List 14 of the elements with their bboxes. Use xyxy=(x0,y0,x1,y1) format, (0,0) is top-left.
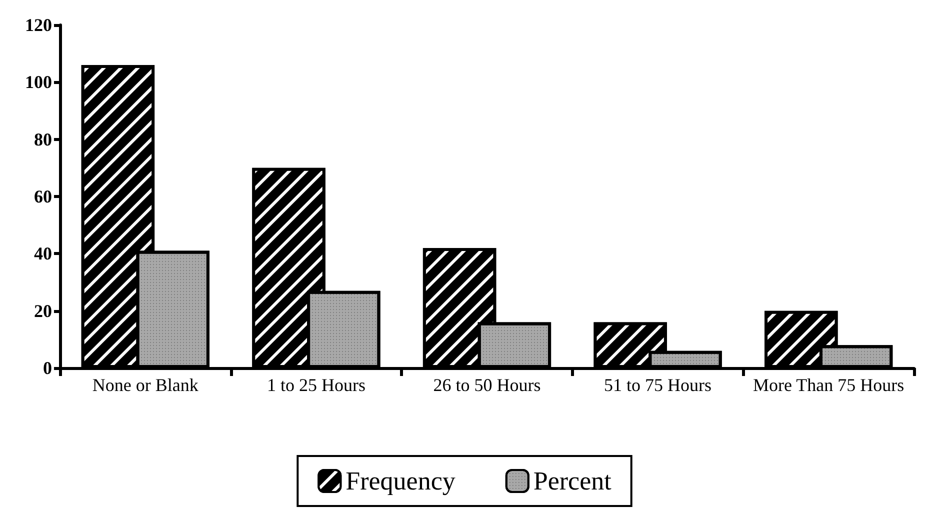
y-tick-label: 20 xyxy=(34,300,52,321)
legend-label: Frequency xyxy=(346,466,456,496)
x-tick-label: 26 to 50 Hours xyxy=(433,375,541,395)
x-tick-label: More Than 75 Hours xyxy=(753,375,904,395)
y-tick-label: 120 xyxy=(25,15,52,35)
x-tick-label: 51 to 75 Hours xyxy=(604,375,712,395)
legend-label: Percent xyxy=(533,466,612,496)
y-tick-label: 40 xyxy=(34,244,52,264)
x-tick-label: None or Blank xyxy=(92,375,198,395)
y-tick-label: 60 xyxy=(34,186,52,206)
y-tick-label: 100 xyxy=(25,72,52,92)
y-tick-label: 80 xyxy=(34,129,52,150)
x-tick-label: 1 to 25 Hours xyxy=(266,375,366,395)
y-tick-label: 0 xyxy=(43,358,52,378)
